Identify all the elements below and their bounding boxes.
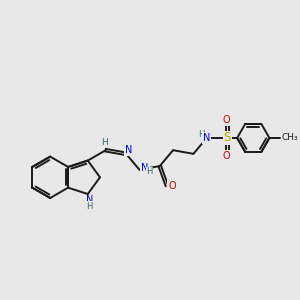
Text: H: H xyxy=(86,202,92,211)
Text: O: O xyxy=(168,181,176,190)
Text: S: S xyxy=(224,131,231,145)
Text: H: H xyxy=(101,138,108,147)
Text: N: N xyxy=(125,146,133,155)
Text: H: H xyxy=(198,130,205,139)
Text: N: N xyxy=(85,195,93,206)
Text: H: H xyxy=(146,167,153,176)
Text: N: N xyxy=(141,163,148,173)
Text: CH₃: CH₃ xyxy=(281,134,298,142)
Text: N: N xyxy=(203,133,210,143)
Text: O: O xyxy=(222,115,230,125)
Text: O: O xyxy=(222,151,230,161)
